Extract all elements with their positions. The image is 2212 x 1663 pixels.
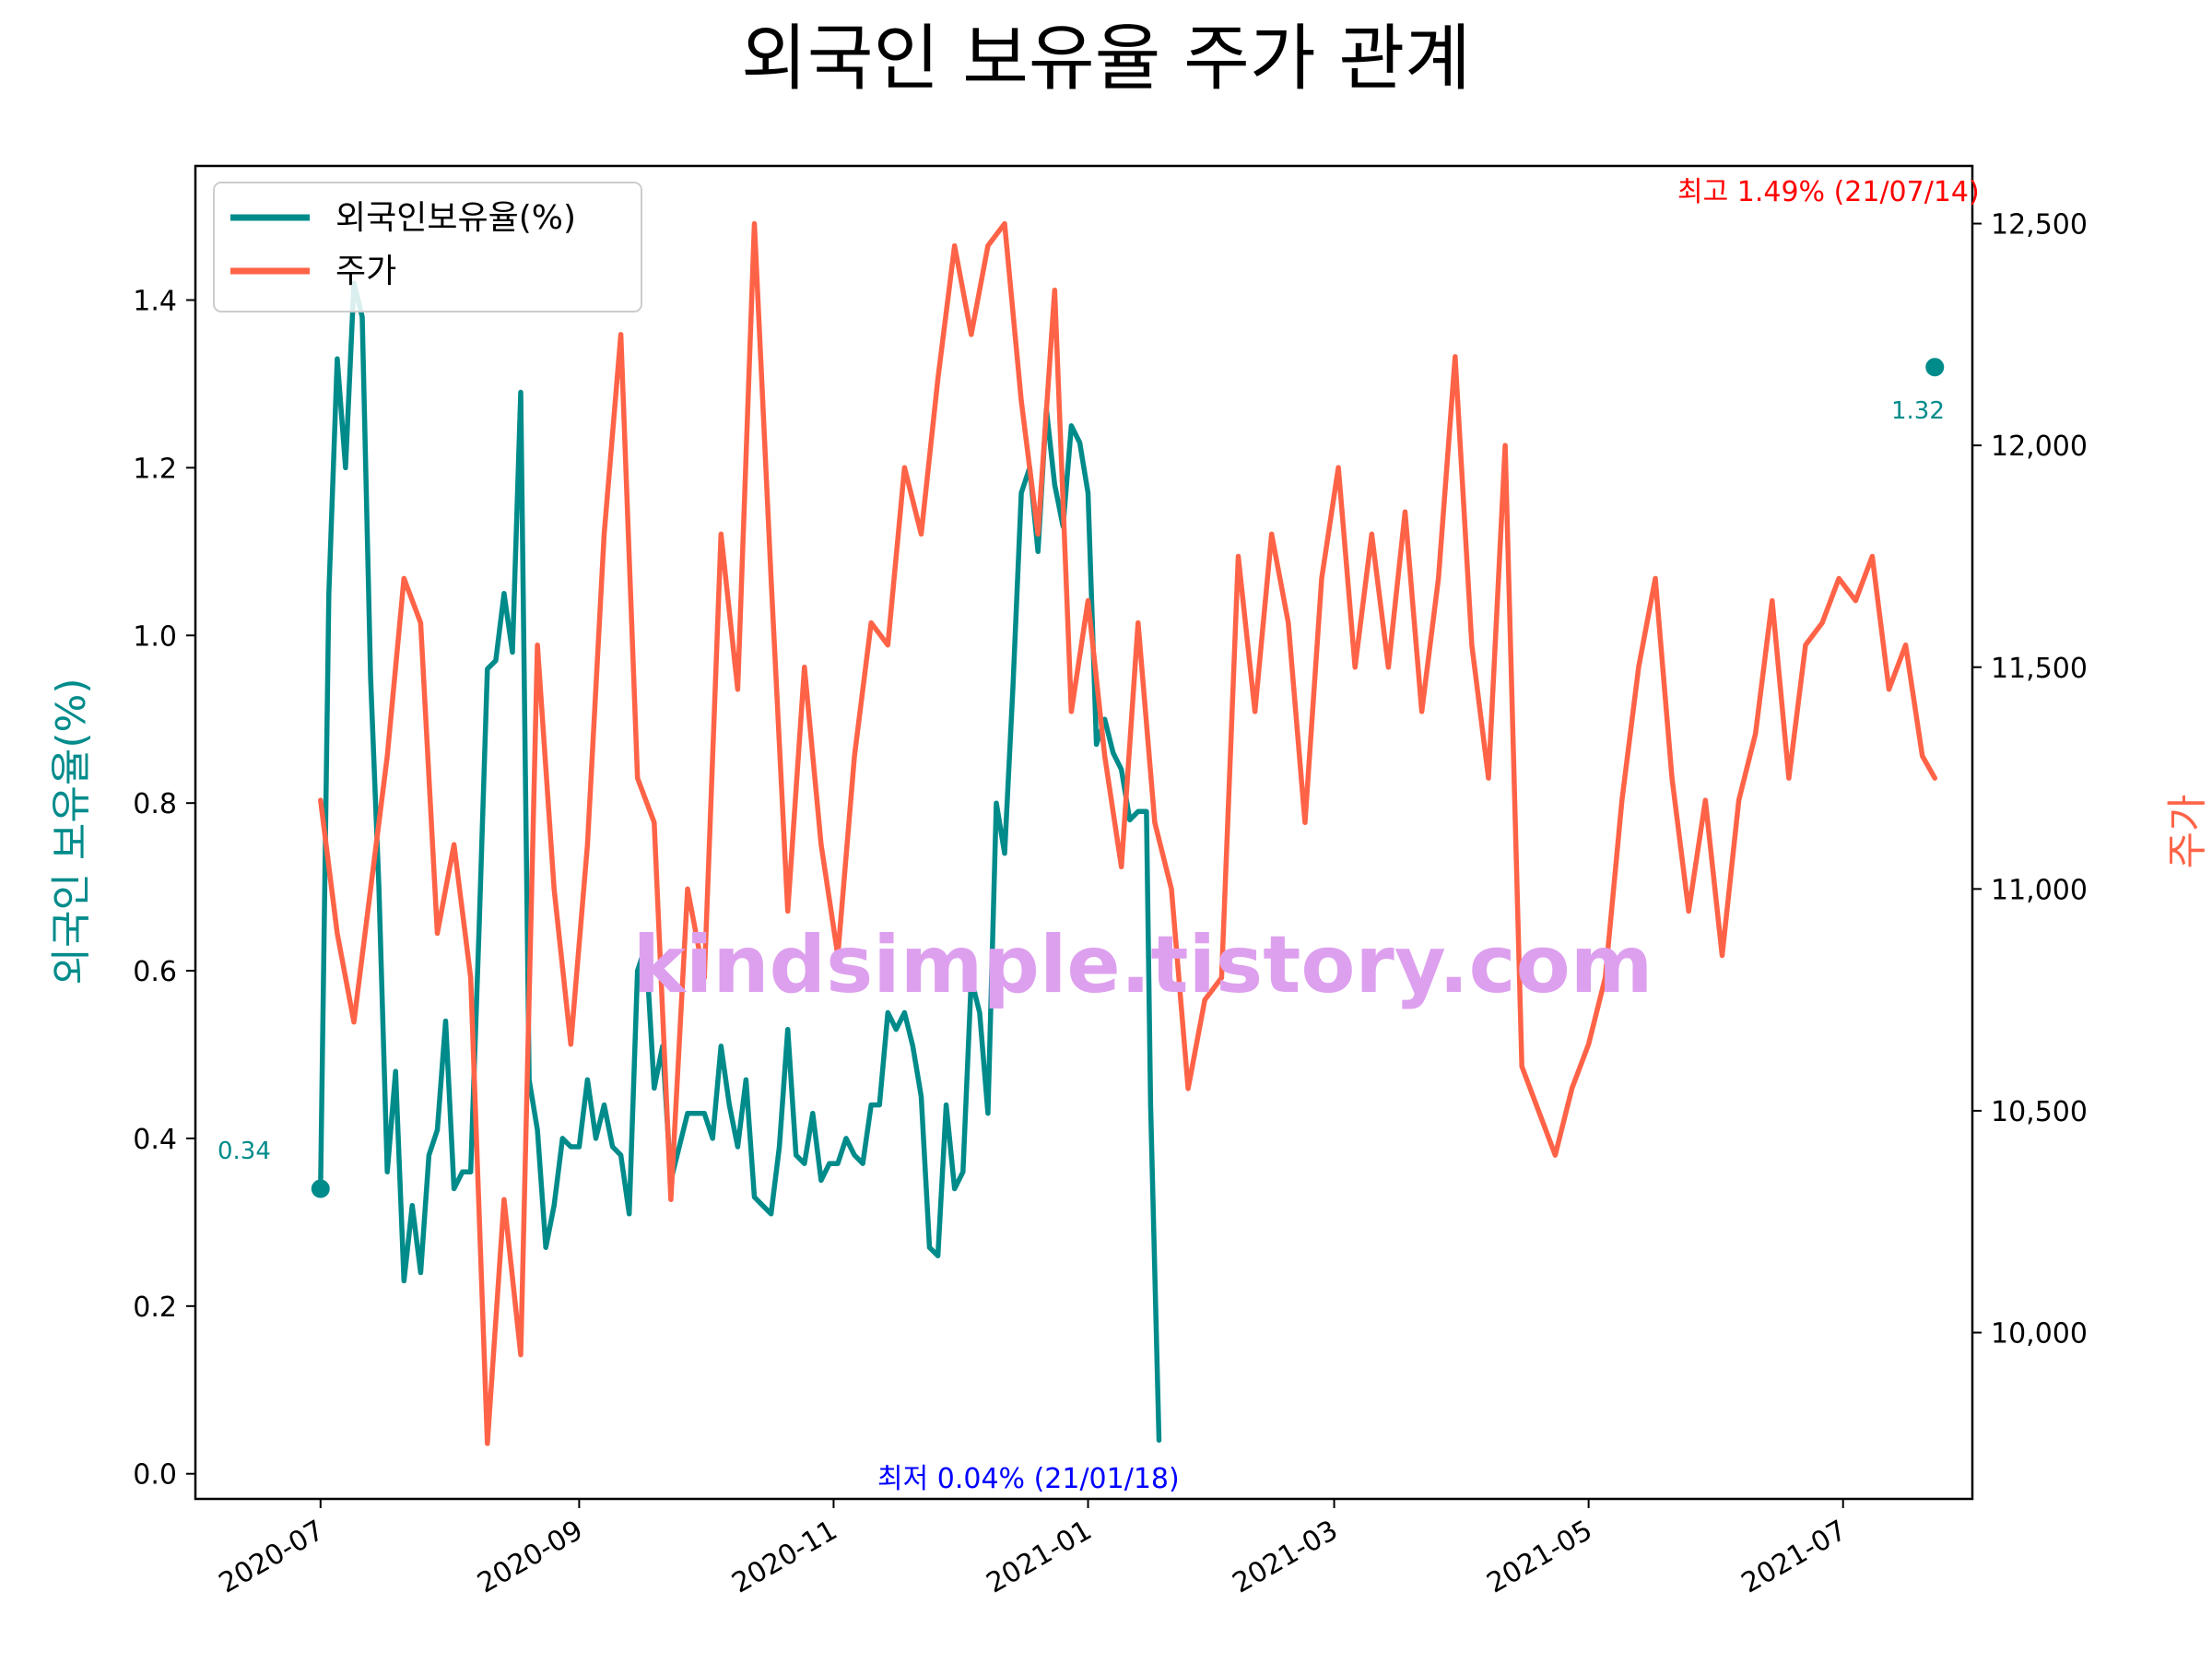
max-annotation: 최고 1.49% (21/07/14) — [1677, 176, 1980, 208]
chart-title: 외국인 보유율 주가 관계 — [741, 18, 1471, 100]
left-tick-label: 1.2 — [133, 453, 177, 485]
right-axis: 10,000 10,500 11,000 11,500 12,000 12,500 — [1972, 209, 2088, 1350]
legend-label-holding: 외국인보유율(%) — [335, 199, 576, 237]
ylabel-left: 외국인 보유율(%) — [48, 678, 95, 985]
left-tick-label: 0.4 — [133, 1124, 177, 1156]
start-value-label: 0.34 — [218, 1138, 271, 1165]
right-tick-label: 11,000 — [1991, 874, 2088, 906]
min-annotation: 최저 0.04% (21/01/18) — [877, 1463, 1180, 1495]
watermark: kindsimple.tistory.com — [633, 919, 1653, 1011]
left-axis: 0.0 0.2 0.4 0.6 0.8 1.0 1.2 1.4 — [133, 286, 195, 1492]
left-tick-label: 1.0 — [133, 620, 177, 653]
legend: 외국인보유율(%) 주가 — [213, 182, 642, 313]
x-tick-label: 2021-07 — [1736, 1515, 1853, 1600]
start-point-marker — [311, 1179, 330, 1198]
holding-rate-line — [318, 280, 1162, 1444]
right-tick-label: 12,000 — [1991, 430, 2088, 463]
legend-label-price: 주가 — [335, 253, 396, 290]
left-tick-label: 0.8 — [133, 788, 177, 820]
right-tick-label: 10,000 — [1991, 1318, 2088, 1350]
ylabel-right: 주가 — [2164, 795, 2211, 869]
left-tick-label: 0.2 — [133, 1291, 177, 1324]
series-layer — [311, 220, 1945, 1446]
end-value-label: 1.32 — [1891, 397, 1945, 425]
end-point-marker — [1925, 358, 1945, 377]
legend-box — [213, 182, 642, 313]
x-tick-label: 2021-03 — [1227, 1515, 1343, 1600]
x-tick-label: 2021-05 — [1482, 1515, 1598, 1600]
x-tick-label: 2021-01 — [981, 1515, 1097, 1600]
plot-area — [194, 164, 1974, 1501]
left-tick-label: 1.4 — [133, 286, 177, 318]
left-tick-label: 0.0 — [133, 1459, 177, 1492]
price-line — [318, 220, 1938, 1446]
annotation-layer: 최고 1.49% (21/07/14) 최저 0.04% (21/01/18) … — [218, 176, 1980, 1495]
x-tick-label: 2020-11 — [726, 1515, 842, 1600]
left-tick-label: 0.6 — [133, 956, 177, 988]
right-tick-label: 10,500 — [1991, 1096, 2088, 1128]
x-axis: 2020-07 2020-09 2020-11 2021-01 2021-03 2021-… — [214, 1499, 1853, 1600]
x-tick-label: 2020-09 — [472, 1515, 588, 1600]
x-tick-label: 2020-07 — [214, 1515, 330, 1600]
right-tick-label: 12,500 — [1991, 209, 2088, 242]
right-tick-label: 11,500 — [1991, 653, 2088, 685]
